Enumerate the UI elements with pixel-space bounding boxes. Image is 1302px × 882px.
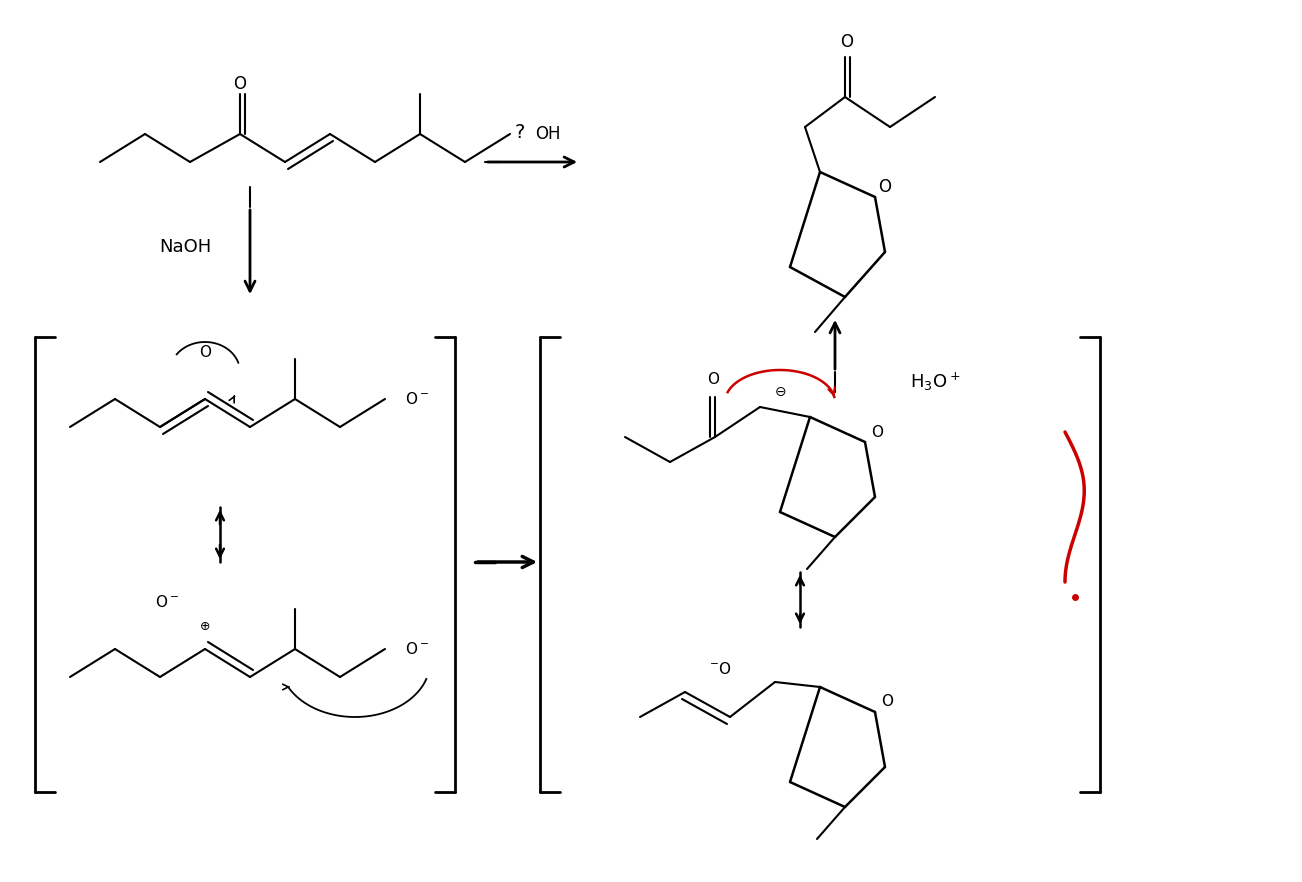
Text: ?: ?: [514, 123, 525, 141]
Text: O$^-$: O$^-$: [405, 391, 430, 407]
Text: O: O: [199, 345, 211, 360]
Text: O: O: [707, 371, 719, 386]
Text: H$_3$O$^+$: H$_3$O$^+$: [910, 370, 961, 393]
Text: O$^-$: O$^-$: [405, 641, 430, 657]
Text: $\ominus$: $\ominus$: [773, 385, 786, 399]
Text: $^{-}$O: $^{-}$O: [708, 661, 732, 677]
Text: O: O: [879, 178, 892, 196]
Text: O: O: [841, 33, 854, 51]
Text: $\oplus$: $\oplus$: [199, 621, 211, 633]
Text: O$^-$: O$^-$: [155, 594, 178, 610]
Text: O: O: [881, 694, 893, 709]
Text: NaOH: NaOH: [159, 238, 211, 256]
Text: O: O: [871, 424, 883, 439]
Text: OH: OH: [535, 125, 560, 143]
Text: O: O: [233, 75, 246, 93]
